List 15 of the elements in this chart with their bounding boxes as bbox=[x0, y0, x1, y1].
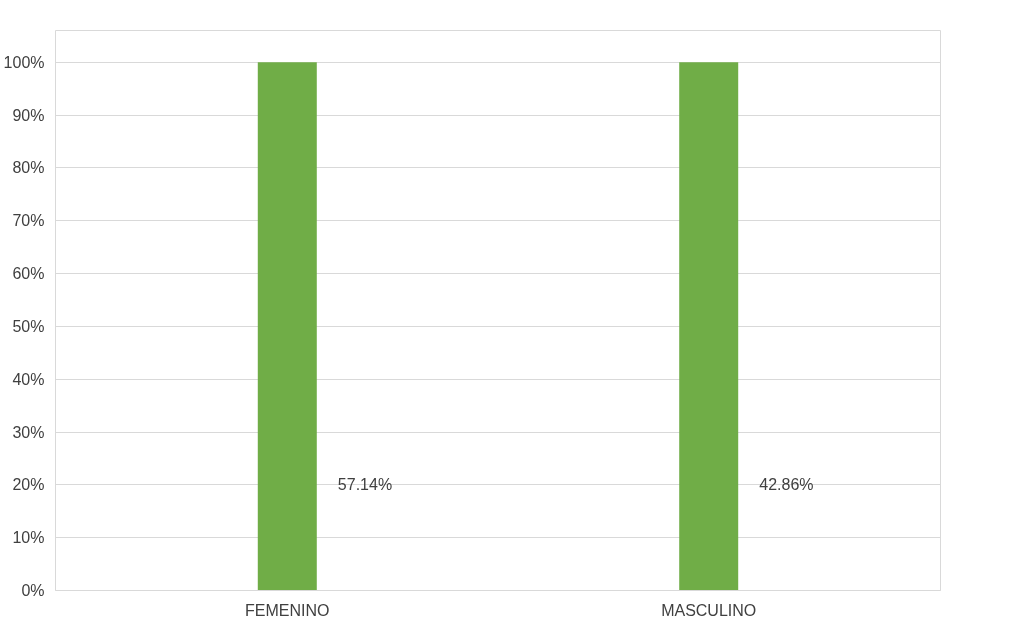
x-tick-label: FEMENINO bbox=[245, 601, 330, 619]
annotation: 42.86% bbox=[759, 476, 814, 494]
y-tick-label: 30% bbox=[12, 423, 45, 441]
y-tick-label: 90% bbox=[12, 106, 45, 124]
y-tick-label: 40% bbox=[12, 370, 45, 388]
y-tick-label: 50% bbox=[12, 317, 45, 335]
y-tick-label: 100% bbox=[3, 53, 45, 71]
y-tick-label: 10% bbox=[12, 529, 45, 547]
y-tick-label: 60% bbox=[12, 265, 45, 283]
annotation: 57.14% bbox=[337, 476, 393, 494]
y-tick-label: 20% bbox=[12, 476, 45, 494]
y-tick-label: 80% bbox=[12, 159, 45, 177]
y-tick-label: 0% bbox=[21, 582, 45, 599]
y-tick-label: 70% bbox=[12, 212, 45, 230]
x-tick-label: MASCULINO bbox=[661, 601, 757, 619]
